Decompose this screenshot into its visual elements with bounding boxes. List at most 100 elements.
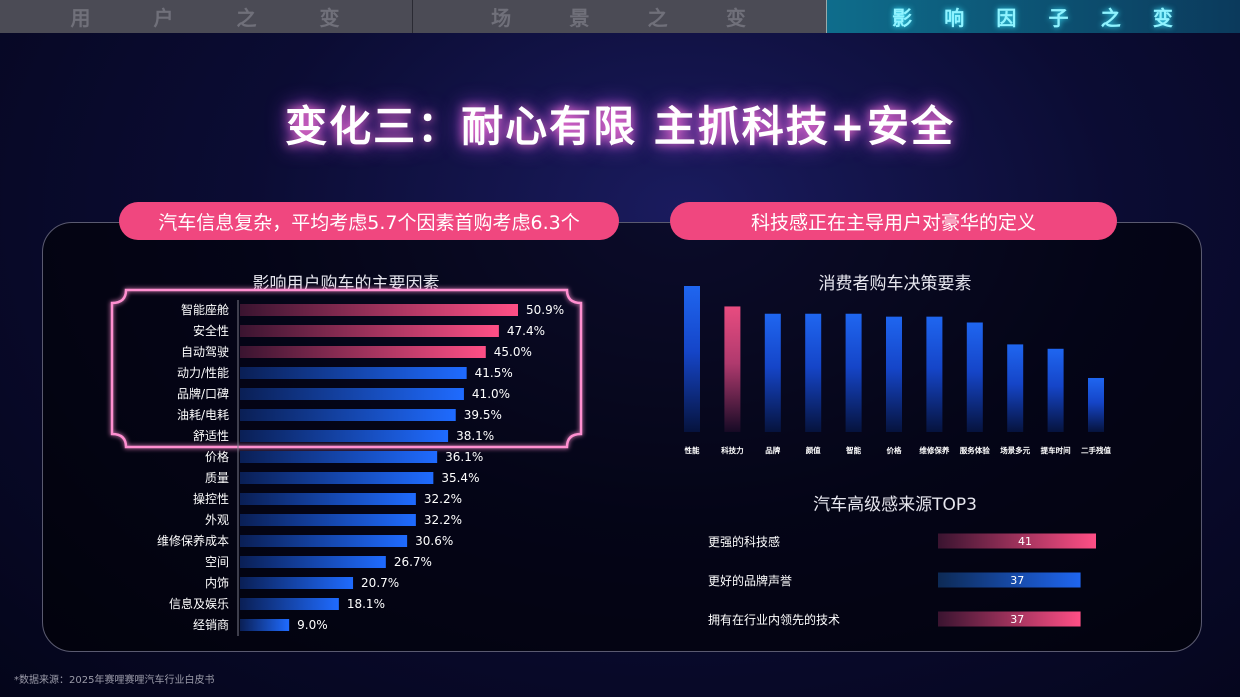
factor-label: 外观: [205, 513, 229, 527]
tab-char: 之: [236, 6, 259, 30]
factor-bar: [240, 325, 499, 337]
luxury-value-label: 41: [1018, 535, 1032, 548]
data-source-footnote: *数据来源：2025年赛哩赛哩汽车行业白皮书: [14, 675, 215, 686]
decision-category-label: 价格: [887, 445, 902, 455]
page-title: 变化三：耐心有限 主抓科技+安全: [285, 102, 955, 151]
decision-bar: [1007, 344, 1024, 432]
factor-value-label: 26.7%: [394, 555, 432, 569]
decision-bar: [1088, 377, 1104, 432]
factor-value-label: 45.0%: [494, 345, 532, 359]
tab-scene-change[interactable]: 场景之变: [413, 0, 827, 33]
luxury-source-label: 拥有在行业内领先的技术: [708, 612, 840, 627]
tab-char: 变: [319, 6, 342, 30]
factor-label: 操控性: [193, 491, 229, 506]
factor-bar: [240, 619, 290, 631]
tab-char: 响: [944, 6, 967, 30]
tab-char: 变: [725, 6, 748, 30]
factor-label: 动力/性能: [177, 366, 229, 380]
decision-category-label: 服务体验: [960, 445, 990, 455]
factor-label: 价格: [205, 449, 229, 464]
decision-bar: [724, 306, 741, 432]
luxury-value-label: 37: [1010, 613, 1024, 626]
luxury-source-label: 更好的品牌声誉: [708, 573, 792, 588]
decision-category-label: 提车时间: [1041, 445, 1071, 455]
decision-category-label: 二手残值: [1081, 445, 1111, 455]
factor-label: 舒适性: [193, 429, 229, 443]
factor-bar: [240, 409, 456, 421]
factor-label: 内饰: [205, 576, 229, 590]
left-headline-pill: 汽车信息复杂，平均考虑5.7个因素首购考虑6.3个: [119, 202, 619, 240]
factor-label: 自动驾驶: [181, 344, 229, 359]
factor-label: 空间: [205, 555, 229, 569]
factor-value-label: 18.1%: [347, 597, 385, 611]
decision-category-label: 颜值: [806, 445, 821, 455]
highlight-frame: [110, 288, 583, 449]
luxury-bar: [938, 533, 1096, 549]
factor-bar: [240, 556, 386, 568]
tab-char: 之: [647, 6, 670, 30]
decision-category-label: 品牌: [765, 445, 780, 455]
decision-chart-title: 消费者购车决策要素: [818, 274, 972, 294]
tab-char: 子: [1048, 6, 1071, 30]
factor-value-label: 30.6%: [415, 534, 453, 548]
factor-bar: [240, 535, 408, 547]
factor-value-label: 36.1%: [445, 450, 483, 464]
factor-bar: [240, 367, 467, 379]
factor-value-label: 35.4%: [441, 471, 479, 485]
tab-char: 变: [1152, 6, 1175, 30]
factor-label: 品牌/口碑: [177, 386, 229, 401]
factor-label: 智能座舱: [181, 302, 229, 317]
factor-value-label: 41.0%: [472, 387, 510, 401]
luxury-bar: [938, 611, 1081, 627]
decision-bar: [1047, 348, 1064, 432]
factor-label: 经销商: [193, 617, 229, 632]
factor-bar: [240, 514, 416, 526]
tab-char: 用: [70, 6, 93, 30]
tab-char: 之: [1100, 6, 1123, 30]
tab-char: 场: [491, 6, 514, 30]
factor-value-label: 32.2%: [424, 492, 462, 506]
luxury-value-label: 37: [1010, 574, 1024, 587]
decision-bar: [926, 316, 943, 432]
luxury-source-label: 更强的科技感: [708, 534, 780, 549]
right-headline-pill: 科技感正在主导用户对豪华的定义: [670, 202, 1117, 240]
factor-bar: [240, 451, 438, 463]
factor-value-label: 32.2%: [424, 513, 462, 527]
factor-bar: [240, 430, 449, 442]
tab-char: 景: [569, 6, 592, 30]
factor-label: 安全性: [193, 323, 229, 338]
factor-bar: [240, 346, 486, 358]
section-tabbar: 用户之变 场景之变 影响因子之变: [0, 0, 1240, 33]
decision-category-label: 场景多元: [1000, 445, 1030, 455]
tab-user-change[interactable]: 用户之变: [0, 0, 413, 33]
factor-bar: [240, 388, 464, 400]
decision-category-label: 性能: [685, 445, 700, 455]
tab-char: 户: [153, 6, 176, 30]
decision-bar: [684, 286, 700, 432]
decision-bar: [845, 313, 862, 432]
tab-char: 影: [892, 6, 915, 30]
factor-label: 质量: [205, 471, 229, 485]
decision-bar: [805, 313, 822, 432]
factor-value-label: 9.0%: [297, 618, 328, 632]
factor-label: 油耗/电耗: [177, 408, 229, 422]
decision-bar: [886, 316, 902, 432]
luxury-bar: [938, 572, 1081, 588]
factor-bar: [240, 577, 354, 589]
factor-bar: [240, 472, 434, 484]
factor-value-label: 38.1%: [456, 429, 494, 443]
factor-bar: [240, 304, 518, 316]
tab-factor-change[interactable]: 影响因子之变: [827, 0, 1240, 33]
tab-char: 因: [996, 6, 1019, 30]
factor-label: 维修保养成本: [157, 533, 229, 548]
factor-bar: [240, 598, 339, 610]
decision-bar: [764, 313, 781, 432]
decision-category-label: 维修保养: [919, 445, 949, 455]
factor-value-label: 20.7%: [361, 576, 399, 590]
luxury-chart-title: 汽车高级感来源TOP3: [813, 495, 977, 515]
factor-label: 信息及娱乐: [169, 596, 229, 611]
factor-value-label: 41.5%: [475, 366, 513, 380]
decision-category-label: 智能: [846, 445, 861, 455]
factor-value-label: 39.5%: [464, 408, 502, 422]
